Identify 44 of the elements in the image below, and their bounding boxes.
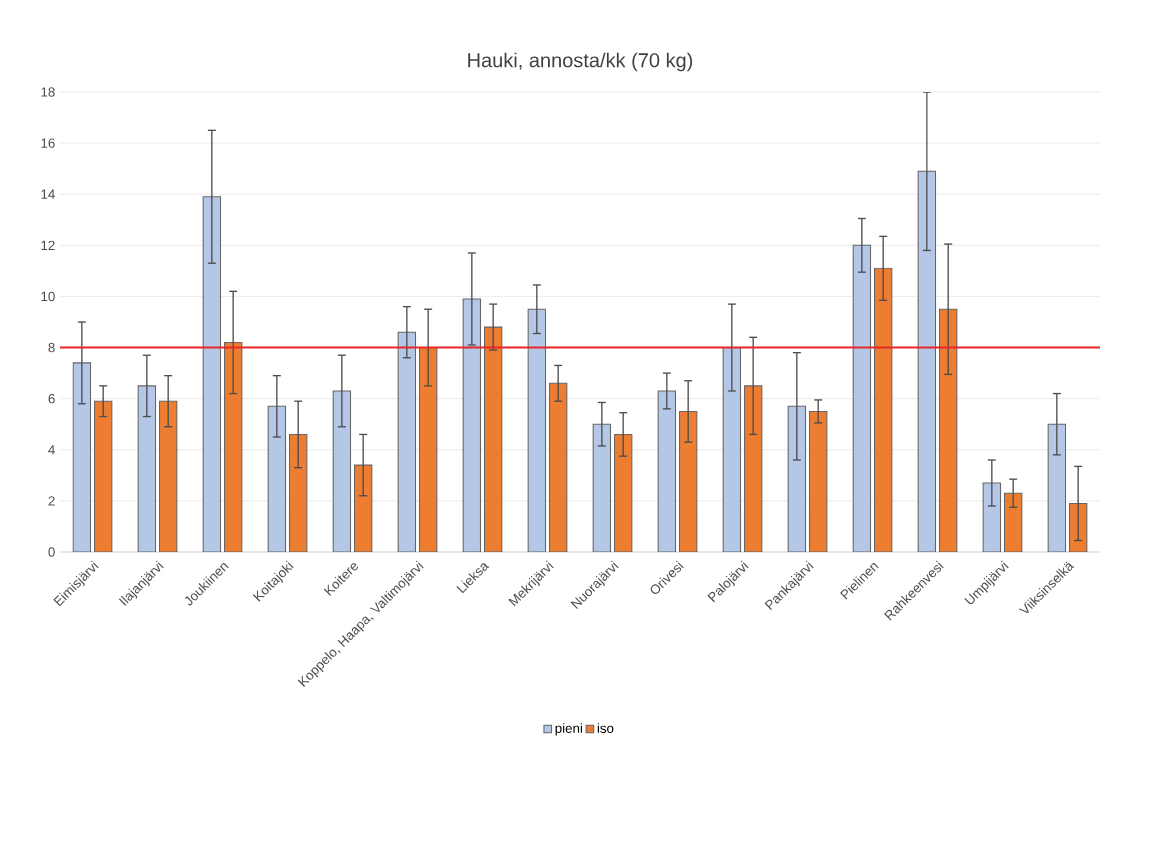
bar	[852, 244, 872, 552]
y-tick-label: 2	[48, 496, 55, 506]
bar	[1047, 423, 1067, 552]
bar	[982, 482, 1002, 552]
y-tick-label: 14	[41, 189, 55, 199]
bar	[613, 433, 633, 552]
bar	[592, 423, 612, 552]
y-tick-label: 4	[48, 445, 55, 455]
y-tick-label: 8	[48, 342, 55, 353]
bar	[548, 382, 568, 552]
y-tick-label: 6	[48, 393, 55, 404]
chart-title: Hauki, annosta/kk (70 kg)	[468, 52, 693, 72]
bar	[483, 326, 503, 552]
y-tick-label: 18	[41, 87, 55, 97]
bar	[1003, 492, 1023, 552]
bar	[72, 362, 92, 552]
bar	[267, 405, 287, 552]
bar	[288, 433, 308, 552]
bar	[397, 331, 417, 552]
bar	[678, 410, 698, 552]
bar	[917, 170, 937, 552]
legend-label: pieni	[555, 723, 582, 736]
y-tick-label: 16	[41, 138, 55, 148]
bar	[223, 341, 243, 552]
y-tick-label: 10	[41, 291, 55, 302]
bar	[938, 308, 958, 552]
bar	[743, 385, 763, 552]
y-tick-label: 0	[48, 547, 55, 557]
y-tick-label: 12	[41, 240, 55, 250]
bar	[93, 400, 113, 552]
bar	[462, 298, 482, 552]
bar	[332, 390, 352, 552]
bar	[527, 308, 547, 552]
bar	[353, 464, 373, 552]
bar	[722, 347, 742, 552]
bar	[418, 347, 438, 552]
bar	[873, 267, 893, 552]
legend-label: iso	[597, 723, 614, 733]
bar	[657, 390, 677, 552]
bar	[787, 405, 807, 552]
bar	[158, 400, 178, 552]
bar	[137, 385, 157, 552]
bar	[202, 196, 222, 552]
bar	[808, 410, 828, 552]
